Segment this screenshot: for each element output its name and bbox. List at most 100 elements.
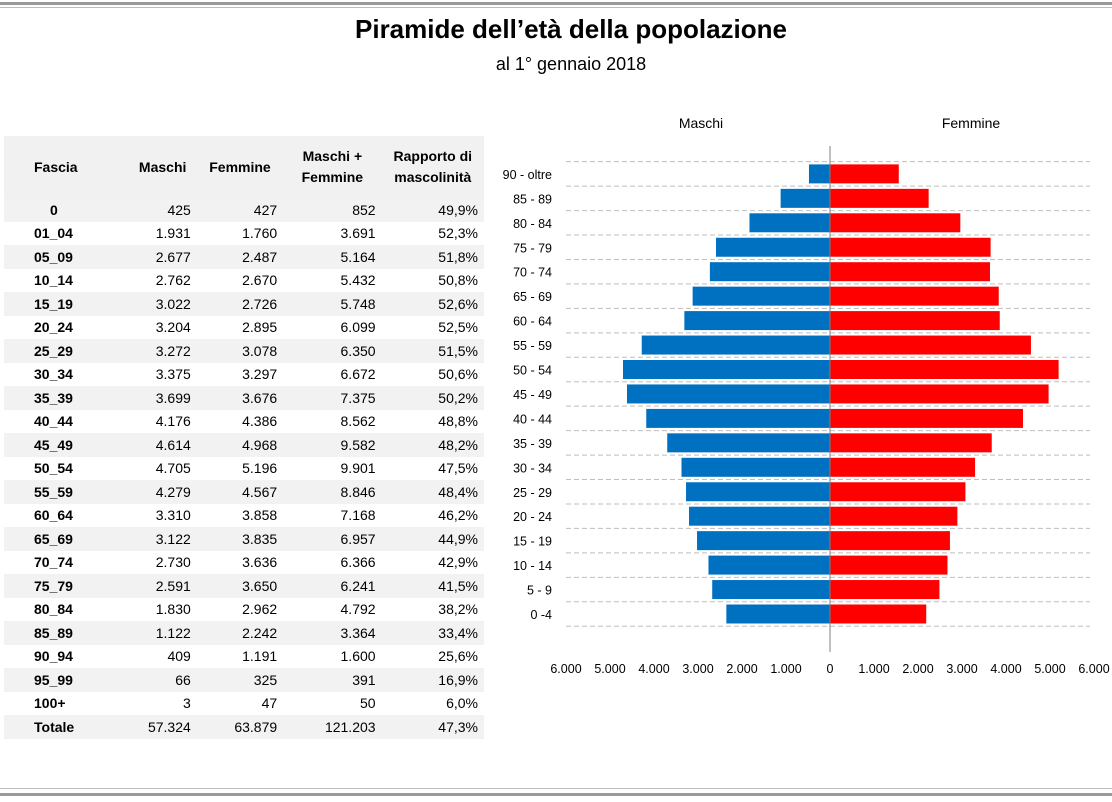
cell-totale: 6.241 [283,574,382,598]
bar-femmine [830,408,1023,428]
bar-femmine [830,164,899,184]
cell-totale: 3.691 [340,225,376,242]
cell-femmine: 4.567 [196,480,284,504]
x-tick-label: 4.000 [990,662,1021,676]
cell-totale: 4.792 [340,601,376,618]
cell-femmine: 3.650 [196,574,284,598]
cell-rapporto: 51,5% [381,339,484,363]
cell-rapporto: 51,8% [381,245,484,269]
bar-maschi [712,580,830,600]
cell-totale: 6.957 [283,527,382,551]
cell-femmine: 47 [261,695,278,712]
cell-maschi: 425 [128,198,197,222]
col-header-fascia: Fascia [4,136,129,198]
table-row: 25_29 3.272 3.078 6.350 51,5% [4,339,484,363]
cell-femmine: 2.895 [242,319,278,336]
bar-maschi [715,237,830,257]
x-tick-label: 0 [827,662,834,676]
cell-totale: 50 [359,695,376,712]
cell-femmine: 3.078 [196,339,284,363]
bar-femmine [830,506,958,526]
cell-maschi: 4.705 [155,460,191,477]
cell-totale: 9.582 [283,433,382,457]
bar-maschi [697,531,830,551]
cell-rapporto: 44,9% [381,527,484,551]
bar-femmine [830,580,940,600]
col-header-totale-line2: Femmine [301,169,364,185]
table-row: 55_59 4.279 4.567 8.846 48,4% [4,480,484,504]
cell-fascia: 50_54 [34,460,73,477]
col-header-rapporto-line1: Rapporto di [393,148,473,164]
series-label-femmine: Femmine [942,115,1001,131]
bar-femmine [830,555,948,575]
table-row: 05_09 2.677 2.487 5.164 51,8% [4,245,484,269]
category-label: 85 - 89 [513,192,552,206]
x-tick-label: 4.000 [638,662,669,676]
cell-rapporto: 52,3% [438,225,478,242]
cell-femmine: 1.760 [242,225,278,242]
cell-totale: 6.099 [340,319,376,336]
cell-fascia: 25_29 [4,339,129,363]
cell-rapporto: 48,8% [438,413,478,430]
cell-maschi: 1.931 [155,225,191,242]
cell-maschi: 3.699 [128,386,197,410]
table-row: 75_79 2.591 3.650 6.241 41,5% [4,574,484,598]
col-header-totale-line1: Maschi + [302,148,363,164]
bar-femmine [830,311,1000,331]
bar-femmine [830,360,1059,379]
cell-femmine: 1.191 [242,648,278,665]
bar-maschi [749,213,830,233]
table-header-row: Fascia Maschi Femmine Maschi + Femmine R… [4,136,484,198]
cell-femmine: 2.242 [196,621,284,645]
table-total-row: Totale 57.324 63.879 121.203 47,3% [4,715,484,739]
table-row: 95_99 66 325 391 16,9% [4,668,484,692]
cell-rapporto: 50,6% [438,366,478,383]
cell-femmine: 2.670 [242,272,278,289]
cell-femmine: 3.858 [242,507,278,524]
cell-fascia: 70_74 [34,554,73,571]
cell-maschi: 3.022 [128,292,197,316]
cell-totale: 5.164 [283,245,382,269]
category-label: 35 - 39 [513,437,552,451]
cell-maschi: 3.204 [155,319,191,336]
cell-rapporto: 47,5% [438,460,478,477]
cell-fascia: 80_84 [34,601,73,618]
cell-totale: 7.375 [283,386,382,410]
cell-maschi: 4.614 [128,433,197,457]
category-label: 90 - oltre [503,168,552,182]
bar-femmine [830,335,1031,355]
category-label: 20 - 24 [513,510,552,524]
table-row: 100+ 3 47 50 6,0% [4,692,484,716]
cell-femmine: 2.726 [196,292,284,316]
category-label: 30 - 34 [513,461,552,475]
table-body: 0 425 427 852 49,9% 01_04 1.931 1.760 3.691 52,3%… [4,198,484,739]
cell-totale: 6.366 [340,554,376,571]
cell-maschi: 1.830 [155,601,191,618]
cell-maschi: 3.310 [155,507,191,524]
table-row: 65_69 3.122 3.835 6.957 44,9% [4,527,484,551]
cell-totale: 8.846 [283,480,382,504]
cell-totale: 5.748 [283,292,382,316]
x-tick-label: 5.000 [594,662,625,676]
category-label: 80 - 84 [513,217,552,231]
cell-rapporto: 41,5% [381,574,484,598]
cell-totale: 3.364 [283,621,382,645]
bar-maschi [626,384,830,404]
table-row: 01_04 1.931 1.760 3.691 52,3% [4,222,484,246]
cell-maschi: 2.762 [155,272,191,289]
cell-fascia: 60_64 [34,507,73,524]
cell-femmine: 2.962 [242,601,278,618]
table-row: 20_24 3.204 2.895 6.099 52,5% [4,316,484,340]
cell-total-femmine: 63.879 [196,715,284,739]
cell-maschi: 2.591 [128,574,197,598]
x-tick-label: 2.000 [902,662,933,676]
cell-femmine: 3.636 [242,554,278,571]
cell-totale: 7.168 [340,507,376,524]
category-label: 70 - 74 [513,266,552,280]
cell-fascia: 40_44 [34,413,73,430]
cell-rapporto: 50,2% [381,386,484,410]
bar-femmine [830,457,976,477]
col-header-maschi: Maschi [128,136,197,198]
cell-total-label: Totale [4,715,129,739]
col-header-rapporto: Rapporto di mascolinità [381,136,484,198]
